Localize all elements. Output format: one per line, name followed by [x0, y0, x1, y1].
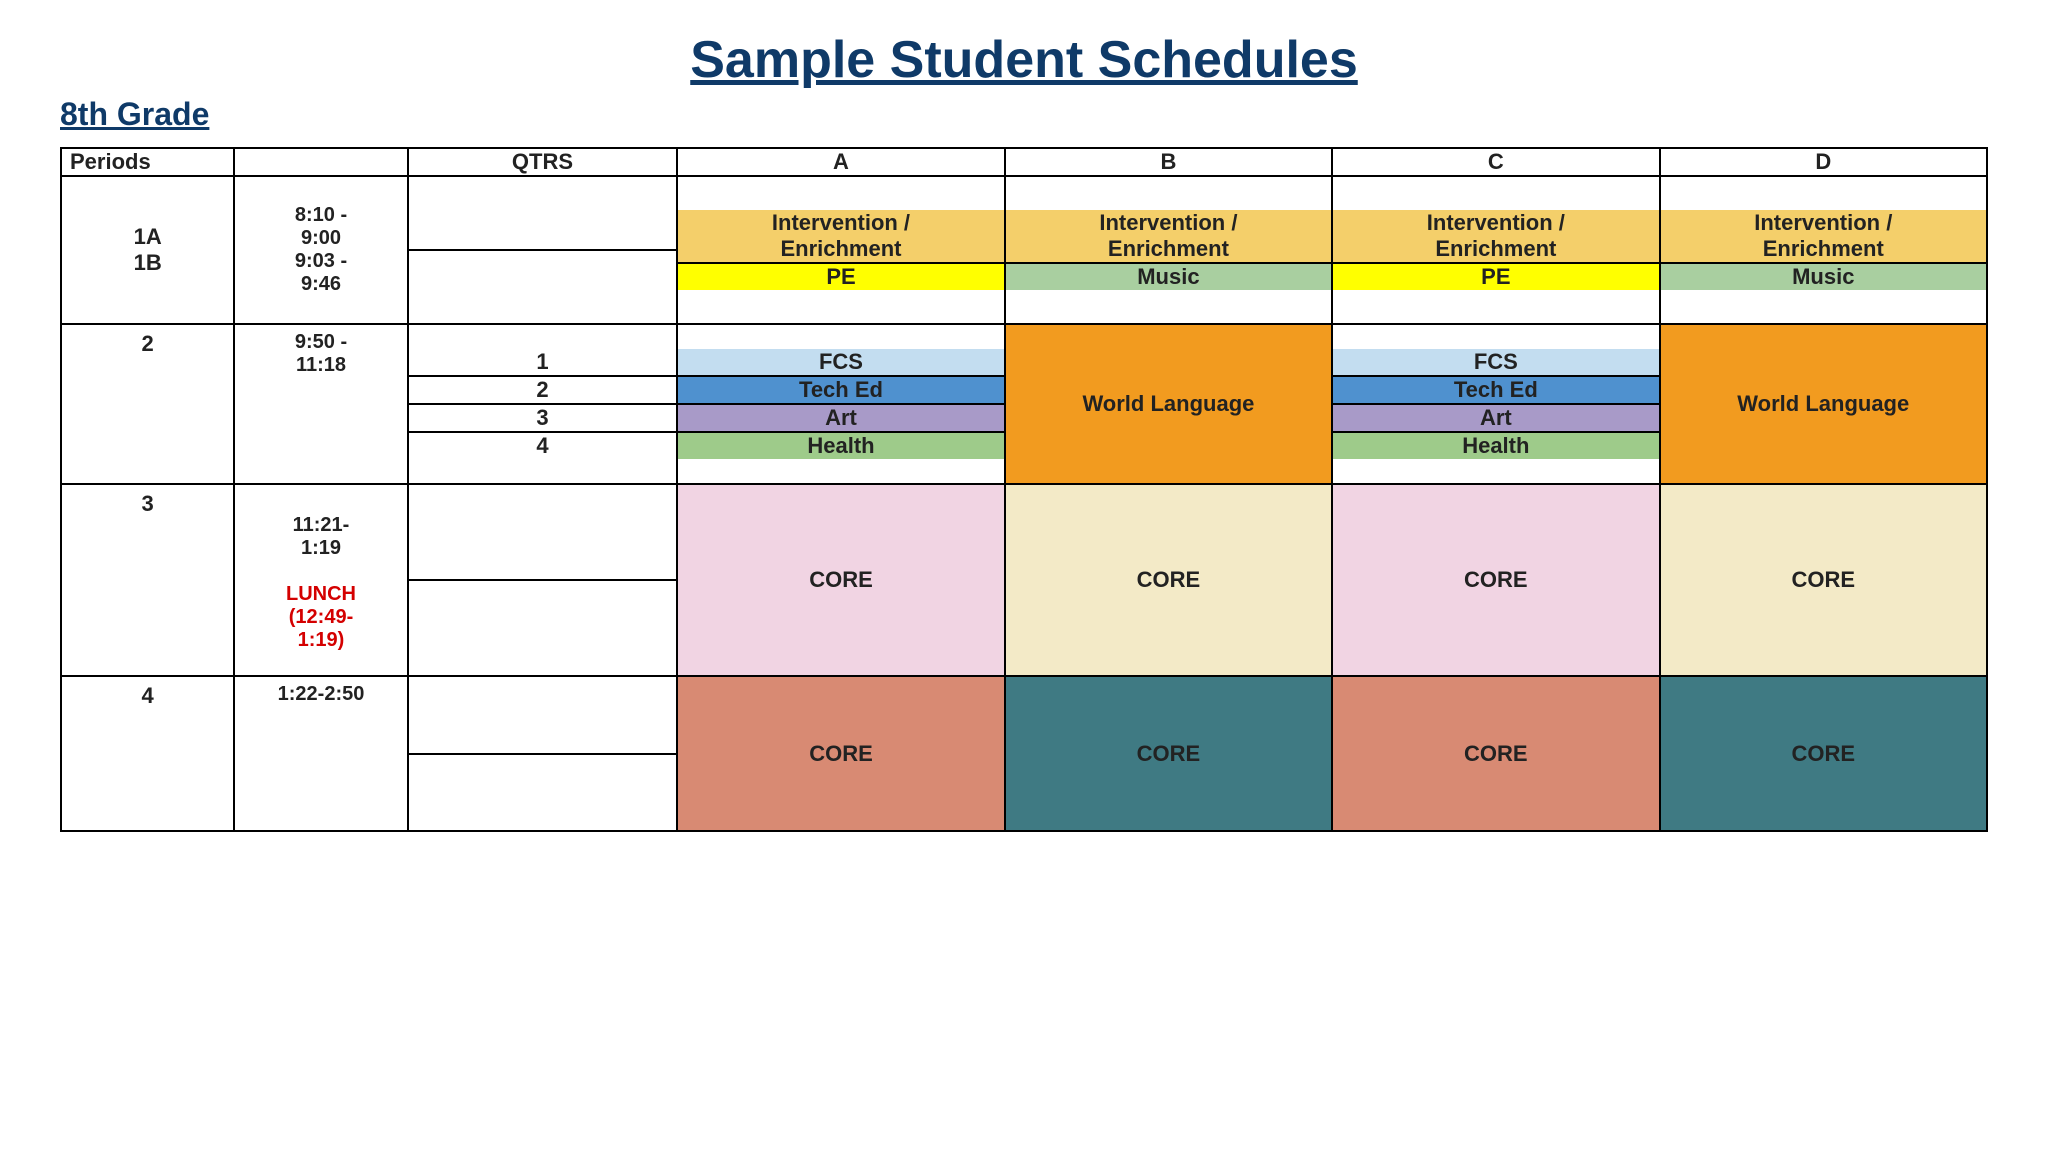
header-day-d: D — [1660, 148, 1987, 176]
cell-time-2: 9:50 - 11:18 — [234, 324, 407, 484]
cell-period-2: 2 — [61, 324, 234, 484]
qtr-4: 4 — [409, 431, 677, 459]
header-row: Periods QTRS A B C D — [61, 148, 1987, 176]
b-intervention: Intervention / Enrichment — [1006, 210, 1331, 262]
a-health: Health — [678, 431, 1003, 459]
cell-b-3: CORE — [1005, 484, 1332, 676]
row-period-4: 4 1:22-2:50 CORE CORE CORE CORE — [61, 676, 1987, 831]
row-period-1: 1A 1B 8:10 - 9:00 9:03 - 9:46 Interventi… — [61, 176, 1987, 324]
qtr-2: 2 — [409, 375, 677, 403]
d-intervention: Intervention / Enrichment — [1661, 210, 1986, 262]
cell-b-2: World Language — [1005, 324, 1332, 484]
cell-time-4: 1:22-2:50 — [234, 676, 407, 831]
cell-period-1: 1A 1B — [61, 176, 234, 324]
cell-time-1: 8:10 - 9:00 9:03 - 9:46 — [234, 176, 407, 324]
row-period-3: 3 11:21- 1:19 LUNCH (12:49- 1:19) CORE C… — [61, 484, 1987, 676]
cell-qtrs-1 — [408, 176, 678, 324]
label-1b: 1B — [62, 250, 233, 276]
cell-period-3: 3 — [61, 484, 234, 676]
page-title: Sample Student Schedules — [60, 30, 1988, 90]
c-art: Art — [1333, 403, 1658, 431]
cell-c-3: CORE — [1332, 484, 1659, 676]
cell-a-4: CORE — [677, 676, 1004, 831]
header-qtrs: QTRS — [408, 148, 678, 176]
a-fcs: FCS — [678, 349, 1003, 375]
cell-b-1: Intervention / Enrichment Music — [1005, 176, 1332, 324]
grade-subtitle: 8th Grade — [60, 96, 1988, 133]
label-1a: 1A — [62, 224, 233, 250]
header-day-b: B — [1005, 148, 1332, 176]
time-1a: 8:10 - 9:00 — [235, 204, 406, 250]
schedule-table: Periods QTRS A B C D 1A 1B 8:10 - 9:00 9… — [60, 147, 1988, 832]
cell-a-2: FCS Tech Ed Art Health — [677, 324, 1004, 484]
header-day-a: A — [677, 148, 1004, 176]
cell-d-1: Intervention / Enrichment Music — [1660, 176, 1987, 324]
time-1b: 9:03 - 9:46 — [235, 250, 406, 296]
cell-period-4: 4 — [61, 676, 234, 831]
c-teched: Tech Ed — [1333, 375, 1658, 403]
cell-qtrs-3 — [408, 484, 678, 676]
c-pe: PE — [1333, 262, 1658, 290]
cell-c-2: FCS Tech Ed Art Health — [1332, 324, 1659, 484]
c-health: Health — [1333, 431, 1658, 459]
time-3-lunch: LUNCH (12:49- 1:19) — [235, 583, 406, 652]
qtr-1: 1 — [409, 349, 677, 375]
cell-b-4: CORE — [1005, 676, 1332, 831]
cell-qtrs-2: 1 2 3 4 — [408, 324, 678, 484]
cell-qtrs-4 — [408, 676, 678, 831]
row-period-2: 2 9:50 - 11:18 1 2 3 4 FCS Tech Ed Art H… — [61, 324, 1987, 484]
a-intervention: Intervention / Enrichment — [678, 210, 1003, 262]
a-teched: Tech Ed — [678, 375, 1003, 403]
header-periods: Periods — [61, 148, 234, 176]
cell-a-1: Intervention / Enrichment PE — [677, 176, 1004, 324]
header-day-c: C — [1332, 148, 1659, 176]
cell-d-3: CORE — [1660, 484, 1987, 676]
b-music: Music — [1006, 262, 1331, 290]
cell-d-4: CORE — [1660, 676, 1987, 831]
cell-c-1: Intervention / Enrichment PE — [1332, 176, 1659, 324]
time-3-main: 11:21- 1:19 — [235, 514, 406, 560]
cell-c-4: CORE — [1332, 676, 1659, 831]
a-pe: PE — [678, 262, 1003, 290]
header-time — [234, 148, 407, 176]
cell-a-3: CORE — [677, 484, 1004, 676]
c-intervention: Intervention / Enrichment — [1333, 210, 1658, 262]
cell-time-3: 11:21- 1:19 LUNCH (12:49- 1:19) — [234, 484, 407, 676]
a-art: Art — [678, 403, 1003, 431]
d-music: Music — [1661, 262, 1986, 290]
cell-d-2: World Language — [1660, 324, 1987, 484]
c-fcs: FCS — [1333, 349, 1658, 375]
qtr-3: 3 — [409, 403, 677, 431]
